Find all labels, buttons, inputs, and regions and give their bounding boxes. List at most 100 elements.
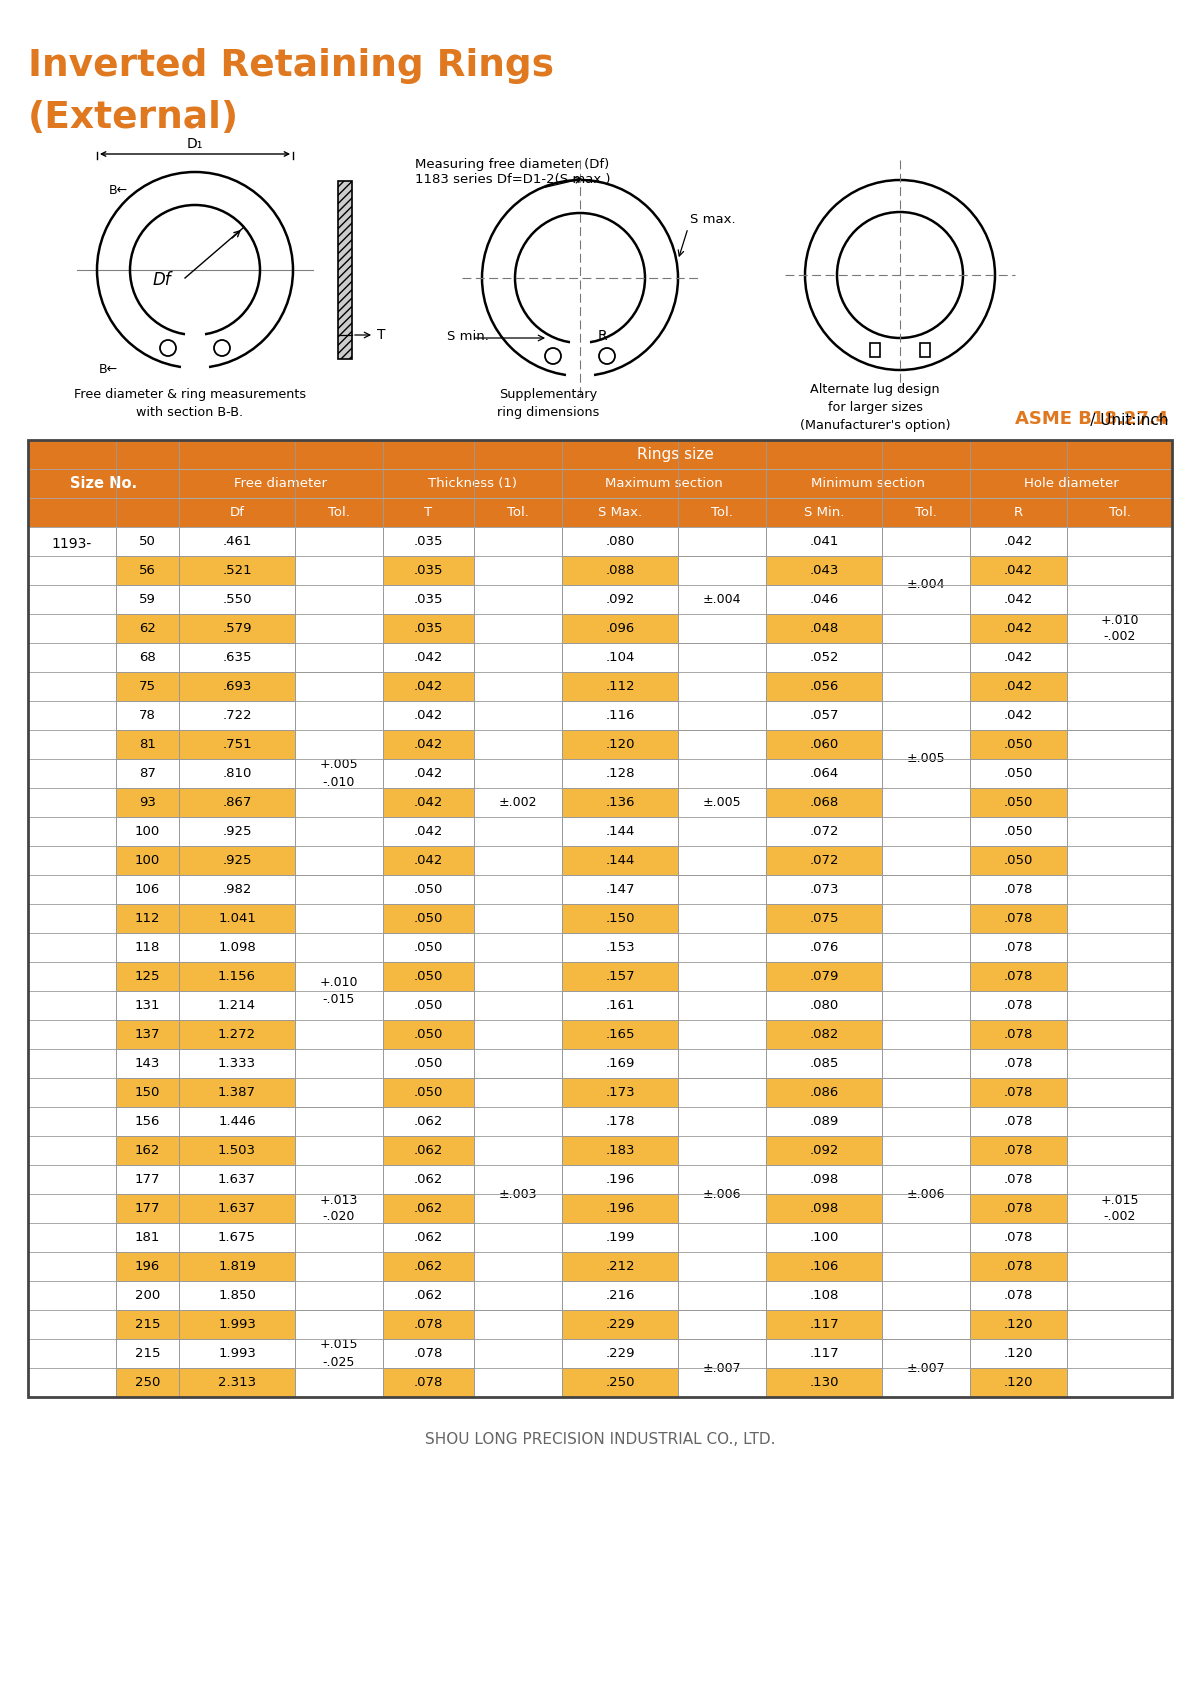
Bar <box>970 701 1067 730</box>
Text: Maximum section: Maximum section <box>605 477 722 490</box>
Text: .229: .229 <box>605 1319 635 1330</box>
Text: Minimum section: Minimum section <box>811 477 925 490</box>
Text: .042: .042 <box>414 854 443 867</box>
Text: .078: .078 <box>414 1319 443 1330</box>
Bar <box>766 528 882 557</box>
Bar <box>116 1106 179 1135</box>
Bar <box>474 528 562 1078</box>
Bar <box>562 816 678 847</box>
Bar <box>1067 497 1172 528</box>
Bar <box>179 1252 295 1281</box>
Bar <box>383 1166 474 1195</box>
Bar <box>28 440 1172 1397</box>
Bar <box>562 730 678 759</box>
Bar <box>116 1020 179 1049</box>
Bar <box>474 1078 562 1310</box>
Bar <box>766 1310 882 1339</box>
Text: .042: .042 <box>414 680 443 692</box>
Text: Df: Df <box>229 506 245 519</box>
Bar <box>179 847 295 876</box>
Text: .250: .250 <box>605 1376 635 1390</box>
Bar <box>179 468 383 497</box>
Bar <box>970 1195 1067 1224</box>
Bar <box>562 1252 678 1281</box>
Text: +.013
-.020: +.013 -.020 <box>320 1193 358 1224</box>
Bar <box>383 787 474 816</box>
Text: .078: .078 <box>1004 1028 1033 1040</box>
Bar <box>970 468 1172 497</box>
Text: .178: .178 <box>605 1115 635 1129</box>
Bar <box>179 1135 295 1166</box>
Bar <box>383 876 474 905</box>
Bar <box>179 1310 295 1339</box>
Bar <box>970 614 1067 643</box>
Bar <box>678 643 766 730</box>
Bar <box>116 876 179 905</box>
Text: ±.004: ±.004 <box>703 592 742 606</box>
Text: .078: .078 <box>1004 1230 1033 1244</box>
Text: .078: .078 <box>1004 1290 1033 1302</box>
Text: 200: 200 <box>134 1290 160 1302</box>
Text: .751: .751 <box>222 738 252 752</box>
Text: .048: .048 <box>809 623 839 635</box>
Text: .042: .042 <box>1004 623 1033 635</box>
Text: .042: .042 <box>414 767 443 781</box>
Bar <box>383 1252 474 1281</box>
Bar <box>766 497 882 528</box>
Bar <box>562 759 678 787</box>
Bar <box>970 933 1067 962</box>
Text: .078: .078 <box>1004 1144 1033 1157</box>
Bar <box>116 759 179 787</box>
Text: 75: 75 <box>139 680 156 692</box>
Text: .092: .092 <box>605 592 635 606</box>
Text: .120: .120 <box>1003 1319 1033 1330</box>
Bar <box>383 1020 474 1049</box>
Text: 93: 93 <box>139 796 156 809</box>
Bar <box>678 1310 766 1339</box>
Bar <box>383 1368 474 1397</box>
Text: .073: .073 <box>809 882 839 896</box>
Text: 125: 125 <box>134 971 161 983</box>
Bar <box>179 643 295 672</box>
Bar <box>766 816 882 847</box>
Text: .050: .050 <box>1004 825 1033 838</box>
Bar <box>383 759 474 787</box>
Bar <box>562 672 678 701</box>
Text: .147: .147 <box>605 882 635 896</box>
Bar <box>766 1281 882 1310</box>
Bar <box>383 614 474 643</box>
Text: .088: .088 <box>605 563 635 577</box>
Bar <box>766 1252 882 1281</box>
Text: .092: .092 <box>809 1144 839 1157</box>
Bar <box>295 528 383 672</box>
Text: .925: .925 <box>222 825 252 838</box>
Text: .144: .144 <box>605 825 635 838</box>
Text: 68: 68 <box>139 652 156 664</box>
Text: .116: .116 <box>605 709 635 721</box>
Text: .050: .050 <box>414 971 443 983</box>
Text: 1193-: 1193- <box>52 538 92 552</box>
Bar <box>766 672 882 701</box>
Bar <box>179 1195 295 1224</box>
Text: .080: .080 <box>809 1000 839 1011</box>
Text: .078: .078 <box>1004 971 1033 983</box>
Text: .060: .060 <box>809 738 839 752</box>
Text: (External): (External) <box>28 100 239 136</box>
Text: .057: .057 <box>809 709 839 721</box>
Text: .078: .078 <box>1004 1000 1033 1011</box>
Bar <box>179 1049 295 1078</box>
Bar <box>562 933 678 962</box>
Text: 1.993: 1.993 <box>218 1319 256 1330</box>
Bar <box>562 614 678 643</box>
Bar <box>116 1310 179 1339</box>
Text: 50: 50 <box>139 535 156 548</box>
Bar <box>116 1166 179 1195</box>
Text: +.010
-.015: +.010 -.015 <box>319 976 359 1006</box>
Text: .550: .550 <box>222 592 252 606</box>
Text: +.005
-.010: +.005 -.010 <box>319 759 359 789</box>
Text: 1.041: 1.041 <box>218 911 256 925</box>
Bar <box>179 816 295 847</box>
Bar <box>179 730 295 759</box>
Text: Rings size: Rings size <box>637 446 714 462</box>
Text: Free diameter & ring measurements
with section B-B.: Free diameter & ring measurements with s… <box>74 389 306 419</box>
